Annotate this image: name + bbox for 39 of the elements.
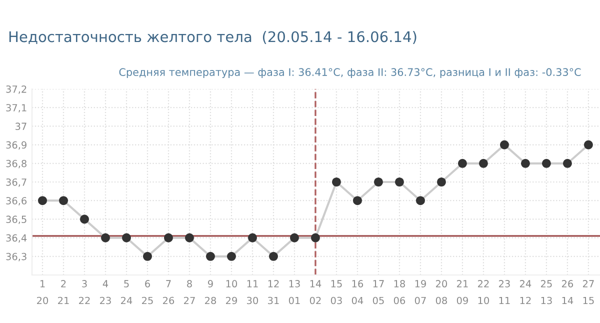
y-tick-label: 36,3 xyxy=(6,252,26,262)
x-tick-label: 14 02 xyxy=(310,280,322,304)
x-tick-label: 13 01 xyxy=(288,280,300,304)
y-tick-label: 36,5 xyxy=(6,216,26,224)
x-tick-label: 5 24 xyxy=(121,280,132,304)
x-tick-label: 24 12 xyxy=(520,280,532,304)
x-tick-label: 12 31 xyxy=(268,280,279,304)
x-tick-label: 1 20 xyxy=(37,280,48,304)
x-tick-label: 19 07 xyxy=(414,280,426,304)
y-tick-label: 37,1 xyxy=(6,104,26,112)
x-tick-label: 4 23 xyxy=(100,280,111,304)
y-tick-label: 37,2 xyxy=(6,85,26,94)
x-tick-label: 2 21 xyxy=(58,280,69,304)
x-tick-label: 6 25 xyxy=(142,280,153,304)
x-tick-label: 3 22 xyxy=(79,280,90,304)
x-tick-label: 22 10 xyxy=(478,280,489,304)
chart-title: Недостаточность желтого тела (20.05.14 - 16.06.14) xyxy=(9,30,416,44)
x-tick-label: 21 09 xyxy=(456,280,468,304)
x-tick-label: 20 08 xyxy=(436,280,448,304)
x-tick-label: 25 13 xyxy=(540,280,552,304)
y-tick-label: 36,7 xyxy=(6,178,26,187)
y-tick-label: 36,8 xyxy=(6,160,26,168)
x-tick-label: 23 11 xyxy=(498,280,510,304)
x-tick-label: 26 14 xyxy=(562,280,574,304)
y-tick-label: 37 xyxy=(16,122,26,130)
x-tick-label: 18 06 xyxy=(394,280,406,304)
x-tick-label: 8 27 xyxy=(184,280,195,304)
x-tick-label: 17 05 xyxy=(372,280,384,304)
x-tick-label: 7 26 xyxy=(163,280,174,304)
y-tick-label: 36,4 xyxy=(6,234,27,243)
x-tick-label: 16 04 xyxy=(352,280,364,304)
x-tick-label: 11 30 xyxy=(247,280,258,304)
chart-subtitle: Средняя температура — фаза I: 36.41°C, фаза II: 36.73°C, разница I и II фаз: -0.33°C xyxy=(119,68,581,78)
y-tick-label: 36,6 xyxy=(6,197,27,206)
x-tick-label: 27 15 xyxy=(582,280,594,304)
x-tick-label: 9 28 xyxy=(205,280,216,304)
x-tick-label: 15 03 xyxy=(330,280,342,304)
y-tick-label: 36,9 xyxy=(6,141,26,150)
x-tick-label: 10 29 xyxy=(226,280,238,304)
